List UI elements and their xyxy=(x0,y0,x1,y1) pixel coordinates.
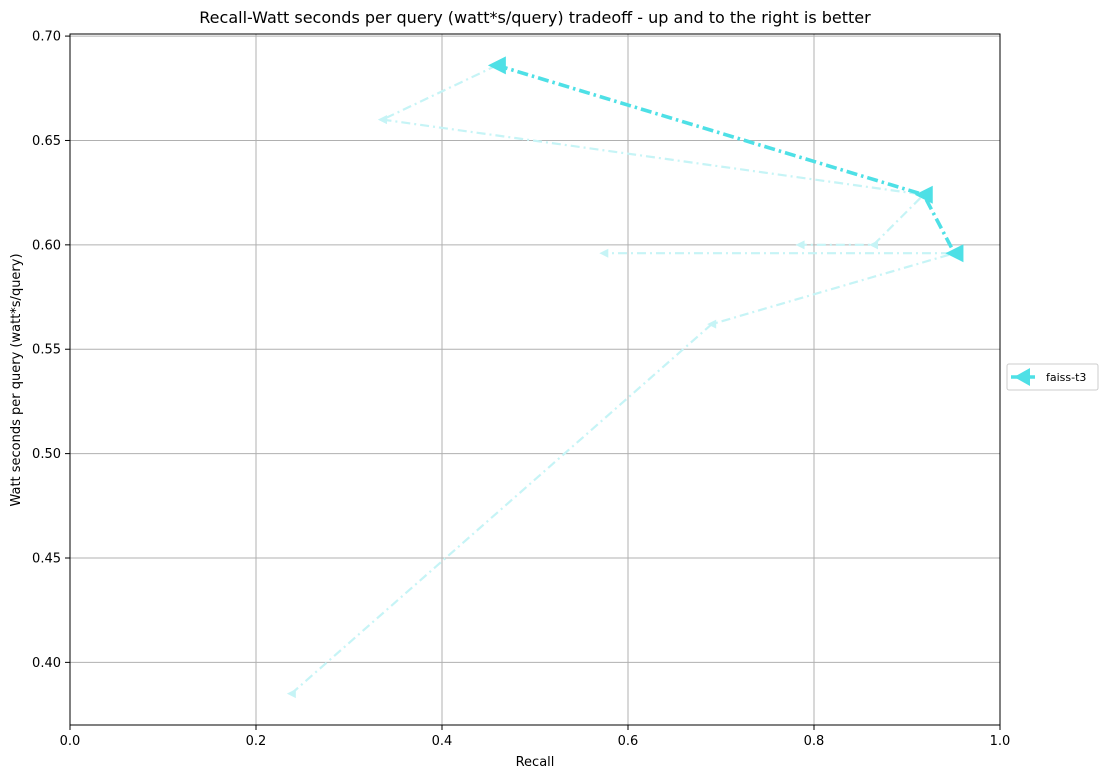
data-point-marker xyxy=(599,248,609,258)
data-point-marker xyxy=(945,244,964,263)
plot-frame xyxy=(69,33,1001,726)
data-point-marker xyxy=(487,56,506,75)
data-point-marker xyxy=(377,115,387,125)
y-tick-label: 0.60 xyxy=(32,238,61,253)
legend: faiss-t3 xyxy=(1006,363,1099,391)
series-0 xyxy=(487,56,964,263)
series-line xyxy=(382,64,498,121)
legend-label-faiss-t3: faiss-t3 xyxy=(1046,371,1086,384)
legend-swatch-marker xyxy=(1014,368,1030,386)
x-tick-label: 0.8 xyxy=(804,734,825,749)
y-tick-label: 0.40 xyxy=(32,656,61,671)
x-tick-label: 0.4 xyxy=(432,734,453,749)
series-line xyxy=(290,252,956,695)
x-tick-label: 1.0 xyxy=(990,734,1011,749)
x-axis-title: Recall xyxy=(516,755,555,770)
data-point-marker xyxy=(795,240,805,250)
y-tick-label: 0.65 xyxy=(32,134,61,149)
data-point-marker xyxy=(707,319,717,329)
data-point-marker xyxy=(914,185,933,204)
y-tick-label: 0.50 xyxy=(32,447,61,462)
x-tick-label: 0.2 xyxy=(246,734,267,749)
grid xyxy=(70,34,1000,725)
y-tick-label: 0.70 xyxy=(32,30,61,45)
y-axis-title: Watt seconds per query (watt*s/query) xyxy=(9,253,24,506)
y-tick-label: 0.45 xyxy=(32,551,61,566)
plot-series xyxy=(286,56,964,699)
x-axis: 0.0 0.2 0.4 0.6 0.8 1.0 xyxy=(60,725,1011,749)
data-point-marker xyxy=(869,240,879,250)
x-tick-label: 0.6 xyxy=(618,734,639,749)
x-tick-label: 0.0 xyxy=(60,734,81,749)
y-tick-label: 0.55 xyxy=(32,343,61,358)
series-line xyxy=(382,118,925,246)
data-point-marker xyxy=(286,689,296,699)
chart-title: Recall-Watt seconds per query (watt*s/qu… xyxy=(199,8,871,27)
y-axis: 0.40 0.45 0.50 0.55 0.60 0.65 0.70 xyxy=(32,30,70,671)
